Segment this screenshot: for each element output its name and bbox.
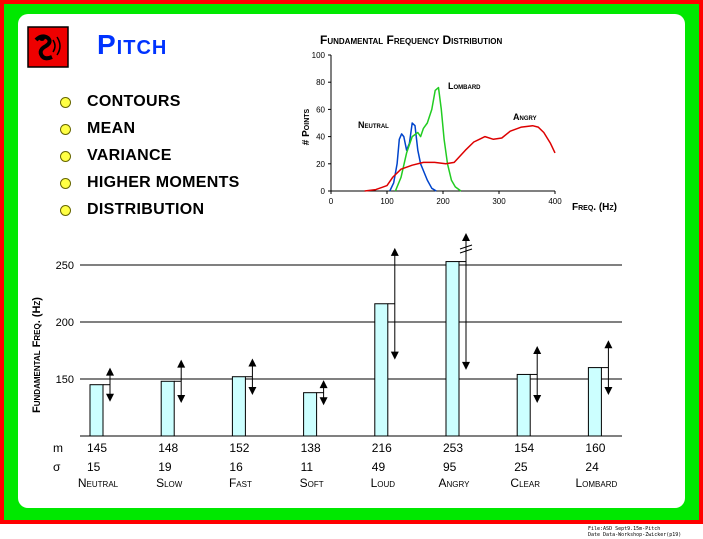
sigma-value: 95 [443,460,457,474]
mean-value: 216 [372,441,392,455]
category-label-loud: Loud [371,476,396,490]
y-tick-label: 150 [56,374,74,386]
category-label-clear: Clear [510,476,540,490]
series-line-neutral [389,122,437,192]
sigma-value: 16 [229,460,243,474]
sigma-value: 25 [514,460,528,474]
sigma-arrow-down-icon [533,394,542,403]
slide-panel [18,14,685,508]
sigma-value: 11 [301,460,314,474]
bullet-dot-icon [60,204,71,216]
bar-lombard [587,367,602,437]
y-tick-label: 200 [56,317,74,329]
bullet-text: MEAN [87,120,136,137]
speaker-logo-icon [27,26,69,68]
sigma-arrow-up-icon [533,345,542,354]
series-label-angry: Angry [513,112,537,122]
y-axis-label: Fundamental Freq. (Hz) [31,297,43,413]
chart-title: Fundamental Frequency Distribution [320,33,503,47]
category-label-fast: Fast [229,476,252,490]
bullet-text: VARIANCE [87,147,172,164]
bullet-dot-icon [60,123,71,135]
category-label-neutral: Neutral [78,476,119,490]
mean-value: 148 [158,441,178,455]
page-title: Pitch [97,29,168,60]
mean-value: 253 [443,441,463,455]
bullet-text: HIGHER MOMENTS [87,174,240,191]
y-tick-label: 0 [321,187,326,196]
sigma-value: 24 [585,460,599,474]
category-label-slow: Slow [156,476,183,490]
frequency-distribution-chart: Fundamental Frequency Distribution 0 20 40 6… [301,33,617,213]
sigma-arrow-up-icon [462,233,470,241]
bullet-item: HIGHER MOMENTS [60,171,240,195]
bullet-item: VARIANCE [60,144,172,168]
series-label-lombard: Lombard [448,81,481,91]
bar-clear [516,373,531,437]
axis-break-icon [459,244,473,254]
y-tick-label: 40 [316,133,325,142]
series-label-neutral: Neutral [358,120,389,130]
series-line-lombard [394,86,462,192]
y-tick-label: 80 [316,78,325,87]
footer-line-2: Date Data-Workshop-Zwicker(p19) [588,532,682,538]
sigma-arrow-up-icon [177,359,186,368]
bullet-dot-icon [60,150,71,162]
bullet-item: DISTRIBUTION [60,198,204,222]
y-tick-label: 60 [316,105,325,114]
y-axis-label: # Points [301,108,312,145]
sigma-arrow-down-icon [604,386,613,395]
sigma-arrow-down-icon [319,397,328,406]
file-footer: File:ASD Sept9.15m-Pitch Date Data-Works… [588,526,681,538]
sigma-arrow-down-icon [106,393,114,402]
x-tick-label: 100 [380,197,394,206]
y-tick-label: 250 [56,260,74,272]
sigma-arrow-up-icon [390,247,399,256]
sigma-value: 19 [158,460,172,474]
bar-fast [231,376,246,437]
sigma-arrow-up-icon [248,358,257,367]
bar-soft [303,392,318,437]
category-label-angry: Angry [439,476,471,490]
bullet-dot-icon [60,177,71,189]
x-tick-label: 300 [492,197,506,206]
mean-value: 154 [514,441,534,455]
sigma-arrow-down-icon [248,386,257,395]
mean-value: 145 [87,441,107,455]
x-tick-label: 0 [329,197,334,206]
bullet-item: MEAN [60,117,135,141]
sigma-arrow-down-icon [462,361,470,370]
sigma-arrow-down-icon [177,394,186,403]
bar-slow [160,380,175,437]
bullet-text: DISTRIBUTION [87,201,205,218]
sigma-value: 15 [87,460,101,474]
bullet-item: CONTOURS [60,90,181,114]
mean-value: 138 [301,441,321,455]
row-label-sigma: σ [53,460,61,474]
sigma-value: 49 [372,460,386,474]
pitch-bar-chart: 150 200 250 Fundamental Freq. (Hz) mσ 145 15 Ne… [31,233,622,490]
y-tick-label: 20 [316,160,325,169]
bullet-text: CONTOURS [87,93,181,110]
y-tick-label: 100 [312,51,326,60]
mean-value: 152 [229,441,249,455]
bar-loud [374,303,389,437]
series-line-angry [364,124,556,192]
category-label-lombard: Lombard [576,476,618,490]
footer-line-1: File:ASD Sept9.15m-Pitch [588,526,661,532]
category-label-soft: Soft [300,476,324,490]
sigma-arrow-up-icon [106,367,114,376]
bar-neutral [89,384,104,437]
bullet-dot-icon [60,96,71,108]
x-axis-label: Freq. (Hz) [572,202,617,213]
x-tick-label: 400 [548,197,562,206]
sigma-arrow-up-icon [319,380,328,389]
sigma-arrow-up-icon [604,340,613,349]
mean-value: 160 [585,441,605,455]
row-label-mean: m [53,441,63,455]
sigma-arrow-down-icon [390,351,399,360]
x-tick-label: 200 [436,197,450,206]
bar-angry [445,261,460,437]
